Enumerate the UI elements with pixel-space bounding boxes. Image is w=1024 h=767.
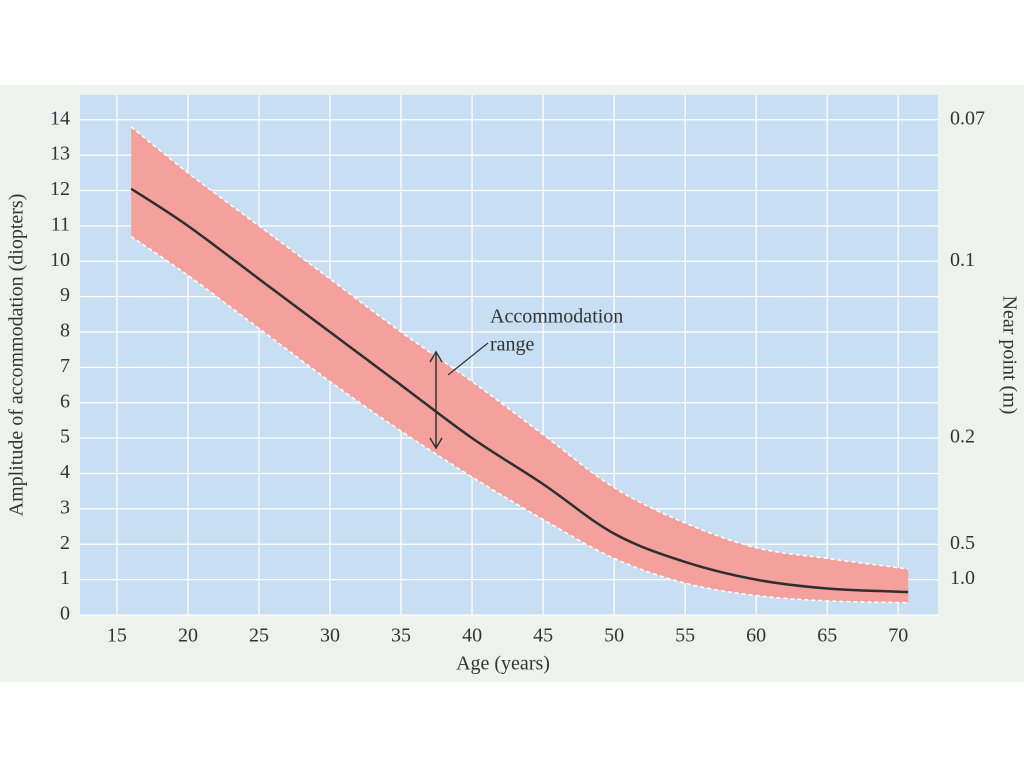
x-axis-label: Age (years) xyxy=(456,653,550,675)
y-tick-label: 14 xyxy=(50,107,70,129)
x-tick-label: 45 xyxy=(533,625,553,647)
y-axis-label: Amplitude of accommodation (diopters) xyxy=(6,194,28,517)
x-tick-label: 25 xyxy=(249,625,269,647)
y-tick-label: 10 xyxy=(50,249,70,271)
y-tick-label: 5 xyxy=(60,426,70,448)
band-lower-edge xyxy=(130,235,909,604)
annotation: Accommodation xyxy=(490,306,623,328)
y-tick-label: 11 xyxy=(51,213,70,235)
x-tick-label: 40 xyxy=(462,625,482,647)
x-tick-label: 15 xyxy=(107,625,127,647)
y-tick-label: 13 xyxy=(50,143,70,165)
plot-area xyxy=(80,95,938,615)
x-tick-label: 30 xyxy=(320,625,340,647)
band-upper-edge xyxy=(130,126,909,570)
y-tick-label: 4 xyxy=(60,461,70,483)
y-tick-label: 8 xyxy=(60,320,70,342)
x-tick-label: 60 xyxy=(746,625,766,647)
x-tick-label: 35 xyxy=(391,625,411,647)
y-tick-label: 2 xyxy=(60,532,70,554)
y2-tick-label: 0.2 xyxy=(950,426,975,448)
mean-line xyxy=(130,187,909,594)
y-tick-label: 7 xyxy=(60,355,70,377)
y2-axis-label: Near point (m) xyxy=(998,296,1020,415)
x-tick-label: 70 xyxy=(888,625,908,647)
x-tick-label: 50 xyxy=(604,625,624,647)
y-tick-label: 12 xyxy=(50,178,70,200)
annotation-leader xyxy=(447,342,489,376)
annotation: range xyxy=(490,334,535,356)
x-tick-label: 55 xyxy=(675,625,695,647)
y-tick-label: 9 xyxy=(60,284,70,306)
y2-tick-label: 0.5 xyxy=(950,532,975,554)
y2-tick-label: 0.07 xyxy=(950,107,985,129)
y-tick-label: 0 xyxy=(60,603,70,625)
x-tick-label: 65 xyxy=(817,625,837,647)
range-arrowheads xyxy=(429,350,443,450)
y2-tick-label: 1.0 xyxy=(950,567,975,589)
x-tick-label: 20 xyxy=(178,625,198,647)
y-tick-label: 3 xyxy=(60,496,70,518)
y-tick-label: 1 xyxy=(60,567,70,589)
y2-tick-label: 0.1 xyxy=(950,249,975,271)
y-tick-label: 6 xyxy=(60,390,70,412)
